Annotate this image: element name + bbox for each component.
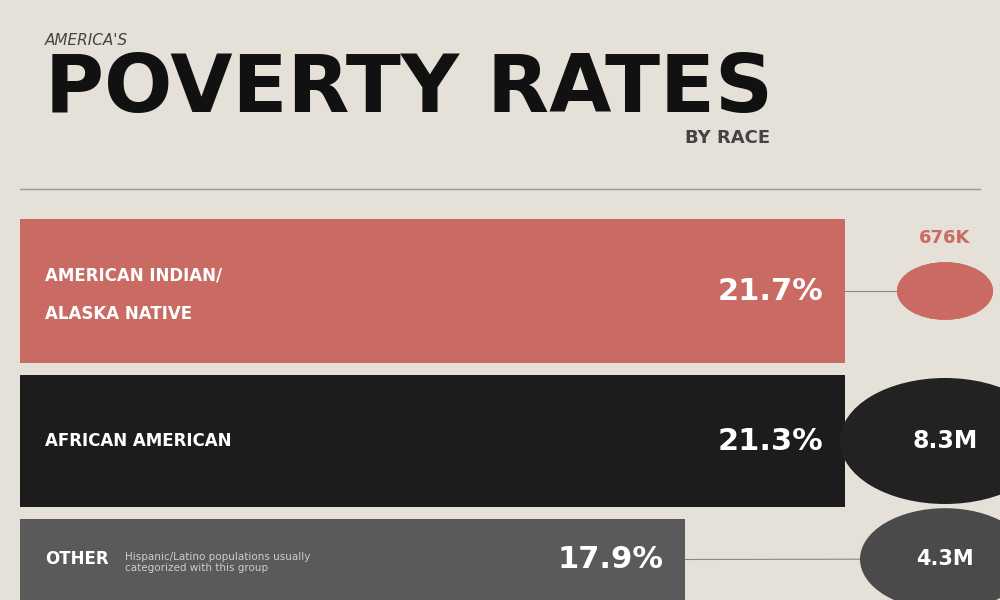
Text: 17.9%: 17.9% bbox=[557, 545, 663, 574]
Text: 676K: 676K bbox=[919, 229, 971, 247]
Bar bbox=[20, 519, 685, 600]
Bar bbox=[20, 375, 845, 507]
Bar bbox=[20, 219, 845, 363]
Text: 8.3M: 8.3M bbox=[912, 429, 978, 453]
Text: 21.7%: 21.7% bbox=[717, 277, 823, 305]
Text: AFRICAN AMERICAN: AFRICAN AMERICAN bbox=[45, 432, 232, 450]
Text: 21.3%: 21.3% bbox=[717, 427, 823, 455]
Text: OTHER: OTHER bbox=[45, 551, 109, 569]
Text: Hispanic/Latino populations usually
categorized with this group: Hispanic/Latino populations usually cate… bbox=[125, 552, 310, 574]
Text: 4.3M: 4.3M bbox=[916, 549, 974, 569]
Text: AMERICAN INDIAN/: AMERICAN INDIAN/ bbox=[45, 267, 222, 285]
Text: BY RACE: BY RACE bbox=[685, 129, 770, 147]
Circle shape bbox=[860, 508, 1000, 600]
Circle shape bbox=[840, 378, 1000, 504]
Circle shape bbox=[897, 262, 993, 320]
Text: AMERICA'S: AMERICA'S bbox=[45, 33, 128, 48]
Text: POVERTY RATES: POVERTY RATES bbox=[45, 51, 773, 129]
Text: ALASKA NATIVE: ALASKA NATIVE bbox=[45, 305, 192, 323]
Circle shape bbox=[897, 262, 993, 320]
